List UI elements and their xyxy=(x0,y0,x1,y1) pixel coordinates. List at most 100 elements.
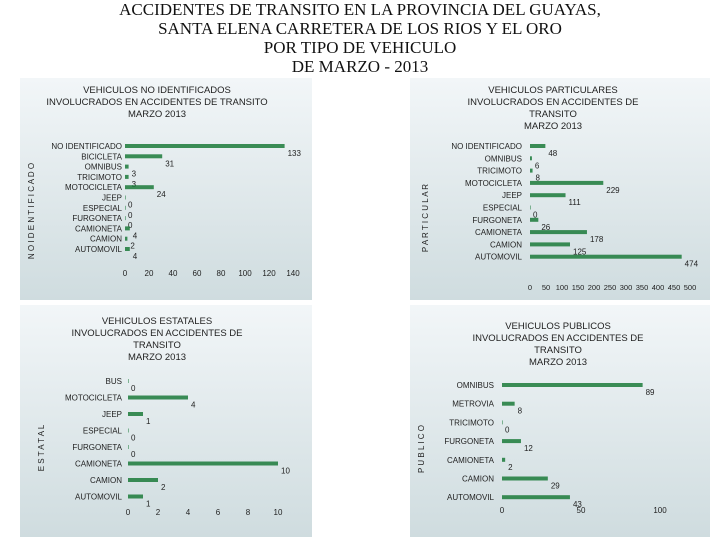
x-tick-label: 450 xyxy=(668,283,681,292)
x-tick-label: 150 xyxy=(572,283,585,292)
category-label: TRICIMOTO xyxy=(77,173,122,182)
chart-title-line: VEHICULOS PUBLICOS xyxy=(505,321,611,332)
x-tick-label: 80 xyxy=(217,269,226,278)
data-label: 133 xyxy=(288,149,302,158)
data-label: 6 xyxy=(535,161,540,170)
x-tick-label: 50 xyxy=(542,283,550,292)
bar xyxy=(125,185,154,190)
bar xyxy=(530,242,570,247)
bar xyxy=(502,457,506,462)
chart-title-line: TRANSITO xyxy=(133,340,181,351)
chart-background xyxy=(20,305,312,537)
bar xyxy=(530,230,587,235)
category-label: FURGONETA xyxy=(72,214,122,223)
category-label: AUTOMOVIL xyxy=(75,493,123,502)
data-label: 0 xyxy=(131,450,136,459)
data-label: 8 xyxy=(518,407,523,416)
category-label: MOTOCICLETA xyxy=(65,394,123,403)
chart-title-line: VEHICULOS ESTATALES xyxy=(102,316,212,327)
data-label: 125 xyxy=(573,247,587,256)
bar xyxy=(125,144,285,148)
main-title-line: ACCIDENTES DE TRANSITO EN LA PROVINCIA D… xyxy=(119,0,601,19)
bar xyxy=(125,216,126,221)
bar xyxy=(530,217,539,222)
category-label: TRICIMOTO xyxy=(477,167,522,176)
main-title-line: SANTA ELENA CARRETERA DE LOS RIOS Y EL O… xyxy=(158,19,562,38)
category-label: JEEP xyxy=(102,410,122,419)
category-label: CAMIONETA xyxy=(75,460,123,469)
bar xyxy=(530,193,566,198)
category-label: AUTOMOVIL xyxy=(447,493,495,502)
chart-title-line: MARZO 2013 xyxy=(529,357,587,368)
x-tick-label: 300 xyxy=(620,283,633,292)
category-label: OMNIBUS xyxy=(85,163,122,172)
category-label: CAMION xyxy=(90,235,122,244)
bar xyxy=(128,494,143,499)
x-tick-label: 4 xyxy=(186,508,191,517)
data-label: 0 xyxy=(128,221,133,230)
data-label: 24 xyxy=(157,190,166,199)
data-label: 29 xyxy=(551,482,560,491)
category-label: FURGONETA xyxy=(72,443,122,452)
x-tick-label: 0 xyxy=(123,269,128,278)
bar xyxy=(128,379,129,383)
y-axis-label: E S T A T A L xyxy=(37,424,46,471)
bar xyxy=(502,439,521,444)
x-tick-label: 350 xyxy=(636,283,649,292)
category-label: NO IDENTIFICADO xyxy=(451,142,522,151)
x-tick-label: 40 xyxy=(169,269,178,278)
x-tick-label: 400 xyxy=(652,283,665,292)
x-tick-label: 50 xyxy=(577,506,586,515)
bar xyxy=(530,205,531,210)
bar xyxy=(125,205,126,210)
data-label: 1 xyxy=(146,417,151,426)
x-tick-label: 8 xyxy=(246,508,251,517)
x-tick-label: 100 xyxy=(238,269,252,278)
data-label: 89 xyxy=(646,388,655,397)
main-title-line: POR TIPO DE VEHICULO xyxy=(263,38,457,57)
category-label: CAMIONETA xyxy=(447,456,495,465)
x-tick-label: 0 xyxy=(126,508,131,517)
data-label: 43 xyxy=(573,500,582,509)
bar xyxy=(502,476,548,481)
category-label: AUTOMOVIL xyxy=(475,253,523,262)
bar xyxy=(128,445,129,449)
data-label: 178 xyxy=(590,235,604,244)
data-label: 4 xyxy=(133,252,138,261)
data-label: 2 xyxy=(130,242,135,251)
chart-title-line: INVOLUCRADOS EN ACCIDENTES DE TRANSITO xyxy=(46,97,267,108)
data-label: 2 xyxy=(508,463,513,472)
category-label: OMNIBUS xyxy=(485,154,522,163)
main-title-line: DE MARZO - 2013 xyxy=(291,57,429,76)
category-label: FURGONETA xyxy=(472,216,522,225)
data-label: 0 xyxy=(131,384,136,393)
y-axis-label: N O I D E N T I F I C A D O xyxy=(27,163,36,259)
y-axis-label: P U B L I C O xyxy=(417,425,426,473)
bar xyxy=(128,461,278,466)
category-label: ESPECIAL xyxy=(83,204,123,213)
bar xyxy=(125,174,129,179)
data-label: 12 xyxy=(524,444,533,453)
category-label: MOTOCICLETA xyxy=(65,183,123,192)
category-label: CAMION xyxy=(490,240,522,249)
y-axis-label: P A R T I C U L A R xyxy=(421,184,430,252)
category-label: TRICIMOTO xyxy=(449,418,494,427)
x-tick-label: 0 xyxy=(528,283,532,292)
x-tick-label: 200 xyxy=(588,283,601,292)
bar xyxy=(125,247,130,251)
chart-title-line: INVOLUCRADOS EN ACCIDENTES DE xyxy=(467,97,638,108)
data-label: 0 xyxy=(505,425,510,434)
bar xyxy=(128,395,188,400)
category-label: MOTOCICLETA xyxy=(465,179,523,188)
category-label: CAMIONETA xyxy=(475,228,523,237)
category-label: ESPECIAL xyxy=(483,204,523,213)
x-tick-label: 100 xyxy=(556,283,569,292)
category-label: OMNIBUS xyxy=(457,381,494,390)
category-label: AUTOMOVIL xyxy=(75,245,123,254)
data-label: 26 xyxy=(541,223,550,232)
category-label: NO IDENTIFICADO xyxy=(51,142,122,151)
chart-title-line: VEHICULOS NO IDENTIFICADOS xyxy=(83,85,231,96)
